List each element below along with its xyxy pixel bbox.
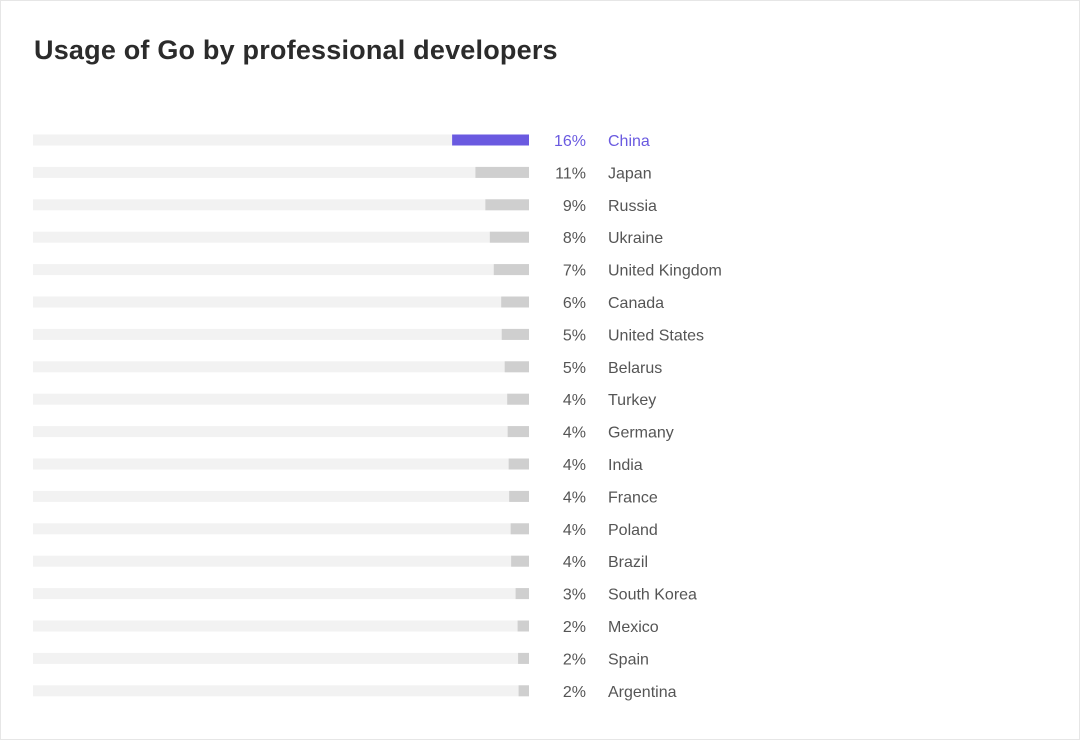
category-label: Belarus [608,360,662,377]
bar-track [33,231,529,243]
bar-value-label: 5% [563,327,586,344]
bar-track [33,685,529,697]
bar-row: 4% Turkey [33,392,656,409]
bar [508,458,529,470]
bar-track [33,393,529,405]
bar-track [33,134,529,146]
bar-track [33,296,529,308]
bar-row: 4% France [33,489,658,506]
bar-value-label: 4% [563,425,586,442]
bar-value-label: 11% [555,165,586,182]
bar-value-label: 2% [563,684,586,701]
chart-title: Usage of Go by professional developers [34,35,558,65]
bar-track [33,458,529,470]
bar-track [33,166,529,178]
bar [475,166,529,178]
bar [518,652,529,664]
bar-row: 4% Brazil [33,554,648,571]
bar-value-label: 4% [563,392,586,409]
bar [452,134,529,146]
bar-track [33,361,529,373]
bar [489,231,529,243]
bar-row: 5% Belarus [33,360,662,377]
category-label: United States [608,327,704,344]
bar-track [33,652,529,664]
category-label: Argentina [608,684,677,701]
category-label: Germany [608,425,674,442]
bar-row: 8% Ukraine [33,230,663,247]
bar-row: 2% Argentina [33,684,677,701]
bar-track [33,588,529,600]
bar-row: 3% South Korea [33,587,697,604]
category-label: Mexico [608,619,659,636]
bar-value-label: 4% [563,522,586,539]
bar [507,393,529,405]
category-label: Ukraine [608,230,663,247]
bar-value-label: 7% [563,263,586,280]
category-label: Poland [608,522,658,539]
bar [515,588,529,600]
category-label: Turkey [608,392,656,409]
bar-track [33,620,529,632]
bar [517,620,529,632]
bar [485,199,529,211]
bar-track [33,555,529,567]
bar-value-label: 4% [563,489,586,506]
bar-track [33,264,529,276]
category-label: China [608,133,650,150]
bar [518,685,529,697]
bar [504,361,529,373]
bar-row: 2% Spain [33,651,649,668]
bar-row: 7% United Kingdom [33,263,722,280]
bar-row: 9% Russia [33,198,657,215]
bar-track [33,523,529,535]
bar-row: 4% India [33,457,643,474]
category-label: France [608,489,658,506]
category-label: Russia [608,198,657,215]
bar-value-label: 8% [563,230,586,247]
bar-value-label: 9% [563,198,586,215]
category-label: India [608,457,643,474]
bar [501,296,529,308]
category-label: Brazil [608,554,648,571]
bar-value-label: 4% [563,554,586,571]
category-label: Canada [608,295,664,312]
category-label: Japan [608,165,652,182]
bar-value-label: 2% [563,651,586,668]
bar [493,264,529,276]
bar-value-label: 4% [563,457,586,474]
bar-row: 6% Canada [33,295,664,312]
bar [509,490,529,502]
bar-value-label: 16% [554,133,586,150]
bar-row: 4% Germany [33,425,674,442]
category-label: United Kingdom [608,263,722,280]
bar-track [33,199,529,211]
bar-row: 2% Mexico [33,619,659,636]
bar [510,523,529,535]
bar [501,328,529,340]
category-label: South Korea [608,587,697,604]
bar [511,555,529,567]
bar-row: 5% United States [33,327,704,344]
bar-row: 11% Japan [33,165,652,182]
bar-value-label: 6% [563,295,586,312]
bar-row: 4% Poland [33,522,658,539]
bar-track [33,328,529,340]
bar-value-label: 2% [563,619,586,636]
bar-value-label: 5% [563,360,586,377]
category-label: Spain [608,651,649,668]
bar-row: 16% China [33,133,650,150]
bar-value-label: 3% [563,587,586,604]
bar [507,426,529,438]
bar-track [33,490,529,502]
bar-track [33,426,529,438]
